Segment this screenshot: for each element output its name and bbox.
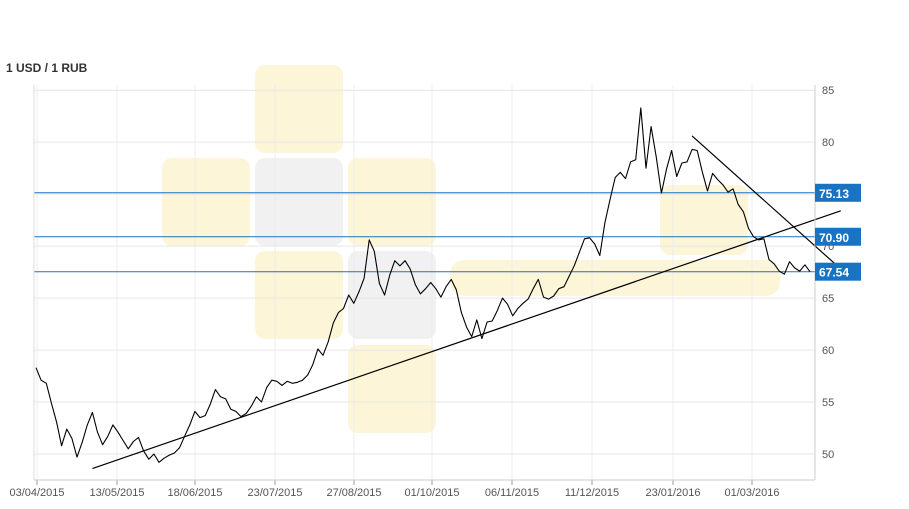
watermark-tile	[348, 251, 436, 339]
watermark-tile	[255, 251, 343, 339]
y-tick-label: 60	[822, 345, 834, 357]
watermark-tile	[348, 345, 436, 433]
trendline	[691, 135, 842, 270]
level-label: 75.13	[819, 187, 849, 201]
x-tick-label: 27/08/2015	[326, 487, 381, 499]
y-tick-label: 50	[822, 449, 834, 461]
trendline	[92, 210, 841, 470]
watermark-tile	[255, 65, 343, 153]
watermark-logo	[162, 65, 780, 433]
watermark-bar	[450, 260, 780, 296]
watermark-tile	[162, 158, 250, 246]
x-tick-label: 11/12/2015	[565, 487, 619, 499]
level-label-box	[815, 227, 861, 246]
level-label-box	[815, 262, 861, 281]
series-line	[35, 107, 811, 463]
watermark-tile	[255, 158, 343, 246]
x-tick-label: 23/07/2015	[247, 487, 302, 499]
y-tick-label: 85	[822, 85, 834, 97]
x-tick-label: 13/05/2015	[89, 487, 144, 499]
level-label-box	[815, 183, 861, 202]
watermark-tile	[660, 185, 748, 255]
y-tick-label: 65	[822, 293, 834, 305]
x-tick-label: 06/11/2015	[485, 487, 539, 499]
x-tick-label: 18/06/2015	[167, 487, 222, 499]
x-tick-label: 23/01/2016	[645, 487, 700, 499]
chart-title: 1 USD / 1 RUB	[6, 61, 88, 75]
x-tick-label: 03/04/2015	[9, 487, 64, 499]
level-label: 67.54	[819, 266, 849, 280]
level-label: 70.90	[819, 231, 849, 245]
axes: 505560657075808503/04/201513/05/201518/0…	[9, 85, 861, 499]
plot-area	[34, 107, 842, 470]
watermark-tile	[348, 158, 436, 246]
grid-lines	[34, 85, 815, 480]
x-tick-label: 01/10/2015	[404, 487, 459, 499]
y-tick-label: 55	[822, 397, 834, 409]
x-tick-label: 01/03/2016	[724, 487, 779, 499]
y-tick-label: 80	[822, 137, 834, 149]
